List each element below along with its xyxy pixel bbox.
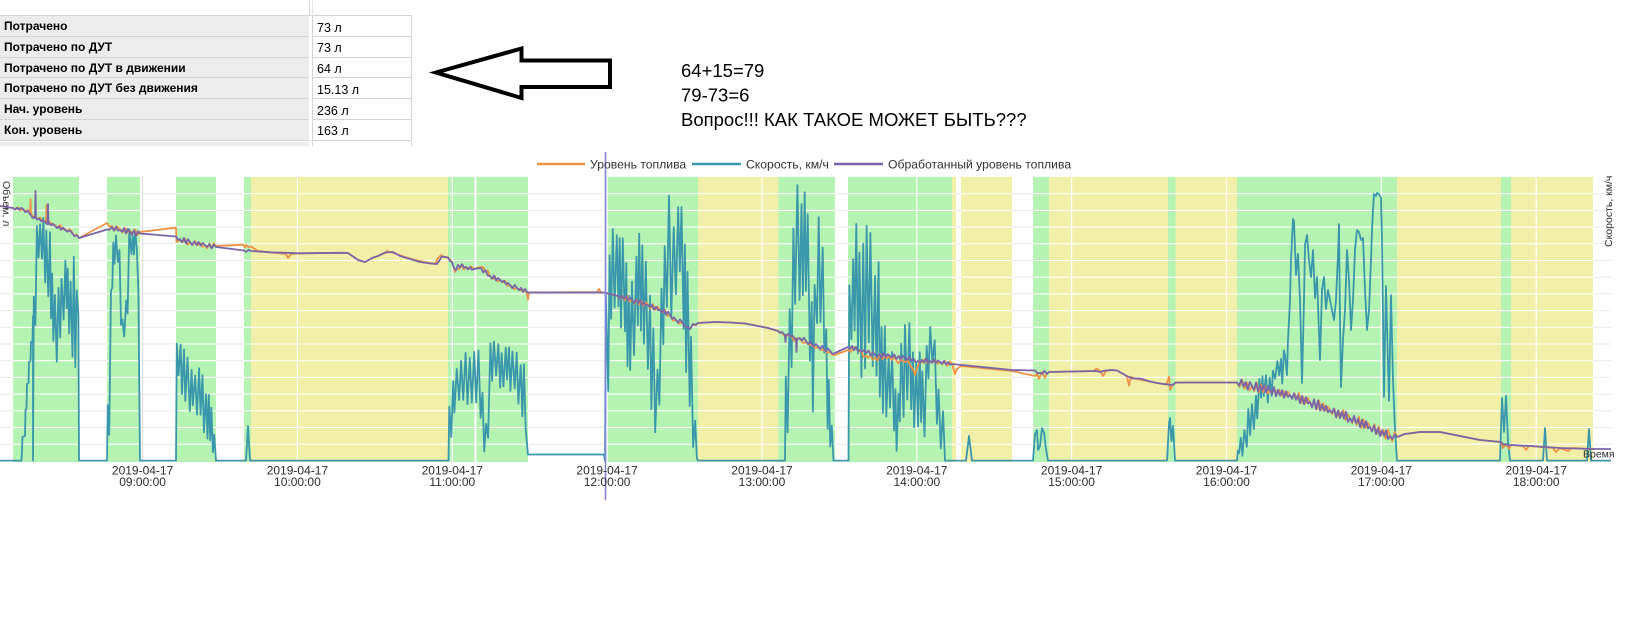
svg-text:2019-04-17: 2019-04-17 [112,464,174,478]
svg-text:Объем, л: Объем, л [0,181,12,226]
svg-text:2019-04-17: 2019-04-17 [731,464,793,478]
svg-text:2019-04-17: 2019-04-17 [1506,464,1568,478]
svg-text:Уровень топлива: Уровень топлива [590,158,686,172]
svg-text:2019-04-17: 2019-04-17 [1351,464,1413,478]
svg-text:17:00:00: 17:00:00 [1358,475,1405,489]
svg-text:09:00:00: 09:00:00 [119,475,166,489]
svg-text:2019-04-17: 2019-04-17 [886,464,948,478]
svg-text:2019-04-17: 2019-04-17 [267,464,329,478]
svg-text:79-73=6: 79-73=6 [681,85,749,106]
svg-text:2019-04-17: 2019-04-17 [1196,464,1258,478]
svg-text:2019-04-17: 2019-04-17 [1041,464,1103,478]
svg-text:18:00:00: 18:00:00 [1513,475,1560,489]
svg-text:16:00:00: 16:00:00 [1203,475,1250,489]
svg-text:15:00:00: 15:00:00 [1048,475,1095,489]
svg-text:Время: Время [1583,449,1615,461]
svg-text:2019-04-17: 2019-04-17 [576,464,638,478]
svg-text:64+15=79: 64+15=79 [681,60,764,81]
svg-text:12:00:00: 12:00:00 [584,475,631,489]
svg-text:Скорость, км/ч: Скорость, км/ч [746,158,829,172]
svg-text:14:00:00: 14:00:00 [893,475,940,489]
svg-text:2019-04-17: 2019-04-17 [422,464,484,478]
svg-text:11:00:00: 11:00:00 [429,475,475,489]
svg-text:Скорость, км/ч: Скорость, км/ч [1603,176,1615,247]
svg-text:13:00:00: 13:00:00 [739,475,786,489]
svg-text:Вопрос!!! КАК ТАКОЕ МОЖЕТ БЫТЬ: Вопрос!!! КАК ТАКОЕ МОЖЕТ БЫТЬ??? [681,109,1027,130]
svg-text:10:00:00: 10:00:00 [274,475,321,489]
svg-text:Обработанный уровень топлива: Обработанный уровень топлива [888,158,1071,172]
